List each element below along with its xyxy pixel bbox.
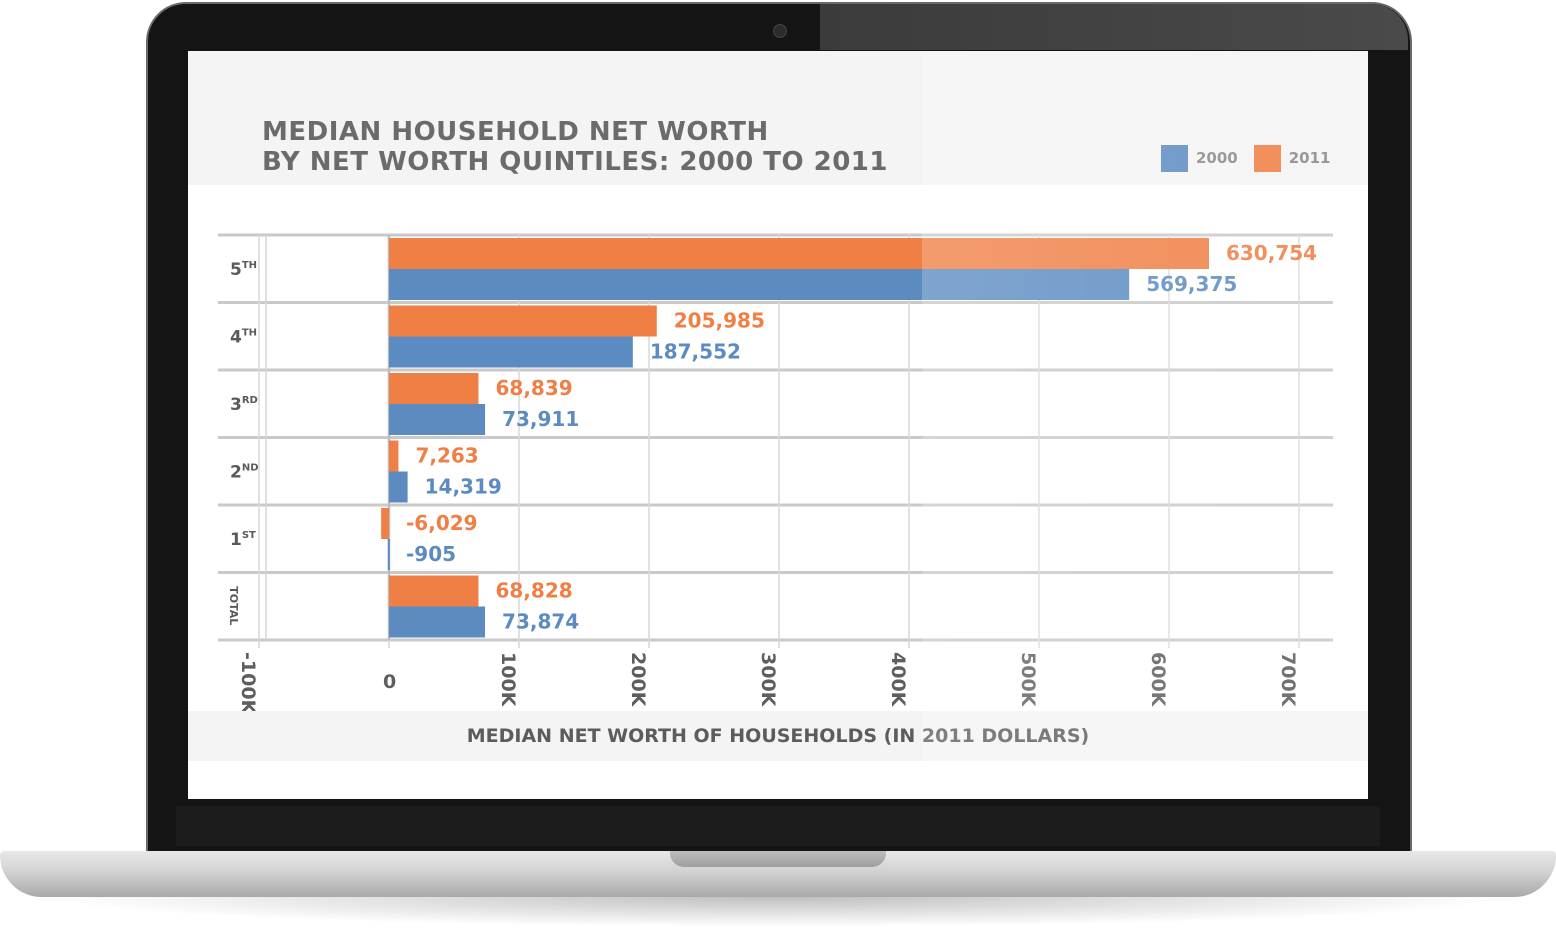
bar-2011 [389,373,479,404]
bar-2011 [389,575,479,607]
data-label-2000: 14,319 [425,475,502,499]
legend-item-2000: 2000 [1161,144,1238,172]
legend-swatch-2011 [1253,144,1281,172]
x-tick-label: 600K [1147,652,1169,708]
chart-title: MEDIAN HOUSEHOLD NET WORTH BY NET WORTH Q… [262,117,888,177]
laptop-base-notch [670,851,886,867]
category-label: 3RD [230,395,258,415]
legend-swatch-2000 [1161,144,1188,172]
bar-2011 [389,440,399,472]
bar-2000 [389,269,1130,300]
bar-2000 [389,336,633,368]
x-tick-label: 400K [887,652,909,708]
category-label-suffix: ND [242,462,259,473]
bar-2011 [389,238,1209,269]
category-label-suffix: TH [242,260,257,271]
category-label-suffix: TH [242,327,257,338]
data-label-2011: 630,754 [1226,241,1317,265]
data-label-2000: 569,375 [1146,272,1237,296]
data-label-2011: 68,828 [495,579,572,603]
data-label-2011: 205,985 [674,309,765,333]
bar-2000 [389,606,486,638]
bar-chart: -100K 0 100K 200K 300K 400K 500K 600K 700K 5TH 4TH… [218,233,1333,711]
bar-2000 [389,471,408,503]
category-label: 5TH [230,260,257,280]
category-label: 1ST [230,530,256,550]
category-label: TOTAL [227,586,240,625]
x-tick-label: 300K [757,652,779,708]
x-tick-label: 200K [627,652,649,708]
chart-legend: 2000 2011 [1161,144,1337,172]
x-tick-label: 700K [1277,652,1299,708]
bar-2000 [387,539,390,570]
x-axis-title-band: MEDIAN NET WORTH OF HOUSEHOLDS (IN 2011 … [188,711,1368,761]
data-label-2000: 73,874 [502,610,579,634]
x-tick-label: 500K [1017,652,1039,708]
category-label: 4TH [230,327,257,347]
category-label-suffix: ST [242,530,256,541]
bar-2000 [389,404,486,435]
laptop-shadow [40,897,1516,927]
x-tick-label: 0 [383,671,396,693]
laptop-screen: MEDIAN HOUSEHOLD NET WORTH BY NET WORTH Q… [188,51,1368,799]
data-label-2000: 187,552 [650,340,741,364]
data-label-2011: 7,263 [415,444,478,468]
x-tick-label: 100K [497,652,519,708]
bar-2011 [381,508,389,539]
data-label-2011: -6,029 [406,511,478,535]
chart-title-line: MEDIAN HOUSEHOLD NET WORTH [262,117,769,147]
data-label-2000: -905 [406,542,456,566]
data-label-2011: 68,839 [495,376,572,400]
x-axis-title: MEDIAN NET WORTH OF HOUSEHOLDS (IN 2011 … [466,725,1090,747]
category-label: 2ND [230,462,259,482]
legend-label-2011: 2011 [1288,149,1331,167]
lid-glare [820,4,1408,50]
screen-bezel-bottom [176,806,1380,846]
bar-2011 [389,305,657,337]
category-label-suffix: RD [242,395,258,406]
chart-title-line: BY NET WORTH QUINTILES: 2000 TO 2011 [262,147,888,177]
webcam-icon [773,24,787,38]
data-label-2000: 73,911 [502,407,579,431]
legend-label-2000: 2000 [1196,149,1238,167]
legend-item-2011: 2011 [1253,144,1331,172]
x-tick-label: -100K [237,652,259,711]
